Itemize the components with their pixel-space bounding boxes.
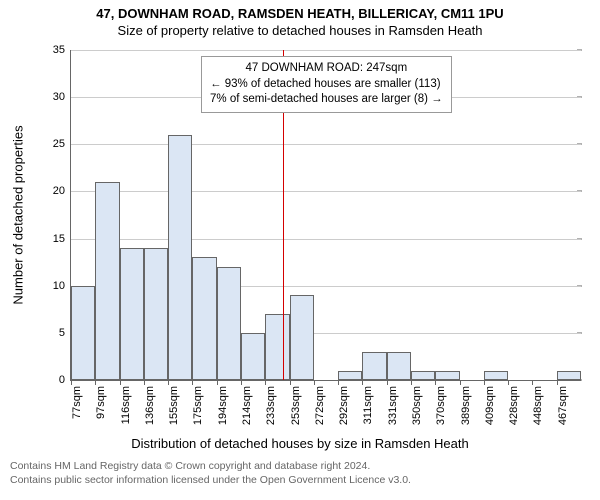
histogram-bar	[95, 182, 119, 380]
histogram-bar	[435, 371, 459, 380]
x-tick-label: 350sqm	[411, 380, 423, 425]
x-tick-label: 116sqm	[120, 380, 132, 424]
x-tick-label: 194sqm	[217, 380, 229, 425]
annotation-line-3: 7% of semi-detached houses are larger (8…	[210, 92, 443, 108]
chart-container: 47, DOWNHAM ROAD, RAMSDEN HEATH, BILLERI…	[0, 0, 600, 500]
histogram-bar	[484, 371, 508, 380]
x-tick-label: 311sqm	[362, 380, 374, 424]
histogram-bar	[168, 135, 192, 380]
histogram-bar	[144, 248, 168, 380]
attribution-footer: Contains HM Land Registry data © Crown c…	[10, 460, 411, 487]
x-tick-label: 253sqm	[290, 380, 302, 425]
gridline	[71, 144, 581, 145]
histogram-bar	[120, 248, 144, 380]
title-block: 47, DOWNHAM ROAD, RAMSDEN HEATH, BILLERI…	[0, 6, 600, 38]
x-tick-label: 97sqm	[95, 380, 107, 419]
y-tick-label: 20	[53, 185, 71, 197]
footer-line-1: Contains HM Land Registry data © Crown c…	[10, 460, 411, 474]
plot-area: 0510152025303577sqm97sqm116sqm136sqm155s…	[70, 50, 581, 381]
histogram-bar	[411, 371, 435, 380]
y-tick-label: 25	[53, 138, 71, 150]
y-tick-label: 10	[53, 280, 71, 292]
x-tick-label: 233sqm	[265, 380, 277, 425]
gridline	[71, 191, 581, 192]
footer-line-2: Contains public sector information licen…	[10, 474, 411, 488]
y-tick-label: 5	[59, 327, 71, 339]
x-tick-label: 272sqm	[314, 380, 326, 425]
x-tick-label: 214sqm	[241, 380, 253, 425]
x-tick-label: 155sqm	[168, 380, 180, 425]
annotation-line-1: 47 DOWNHAM ROAD: 247sqm	[210, 61, 443, 77]
histogram-bar	[217, 267, 241, 380]
x-tick-label: 467sqm	[557, 380, 569, 425]
x-tick-label: 370sqm	[435, 380, 447, 425]
x-tick-label: 448sqm	[532, 380, 544, 425]
histogram-bar	[290, 295, 314, 380]
annotation-box: 47 DOWNHAM ROAD: 247sqm← 93% of detached…	[201, 56, 452, 113]
y-tick-label: 15	[53, 233, 71, 245]
x-tick-label: 175sqm	[192, 380, 204, 425]
y-tick-label: 0	[59, 374, 71, 386]
x-axis-label: Distribution of detached houses by size …	[0, 436, 600, 451]
histogram-bar	[192, 257, 216, 380]
title-line-2: Size of property relative to detached ho…	[0, 23, 600, 38]
x-tick-label: 409sqm	[484, 380, 496, 425]
y-tick-label: 35	[53, 44, 71, 56]
x-tick-label: 77sqm	[71, 380, 83, 419]
histogram-bar	[387, 352, 411, 380]
y-axis-label: Number of detached properties	[11, 125, 26, 304]
histogram-bar	[362, 352, 386, 380]
histogram-bar	[557, 371, 581, 380]
x-tick-label: 389sqm	[460, 380, 472, 425]
histogram-bar	[241, 333, 265, 380]
histogram-bar	[265, 314, 289, 380]
y-tick-label: 30	[53, 91, 71, 103]
title-line-1: 47, DOWNHAM ROAD, RAMSDEN HEATH, BILLERI…	[0, 6, 600, 21]
x-tick-label: 428sqm	[508, 380, 520, 425]
x-tick-label: 292sqm	[338, 380, 350, 425]
gridline	[71, 50, 581, 51]
gridline	[71, 239, 581, 240]
x-tick-label: 136sqm	[144, 380, 156, 425]
histogram-bar	[71, 286, 95, 380]
x-tick-label: 331sqm	[387, 380, 399, 425]
annotation-line-2: ← 93% of detached houses are smaller (11…	[210, 77, 443, 93]
histogram-bar	[338, 371, 362, 380]
